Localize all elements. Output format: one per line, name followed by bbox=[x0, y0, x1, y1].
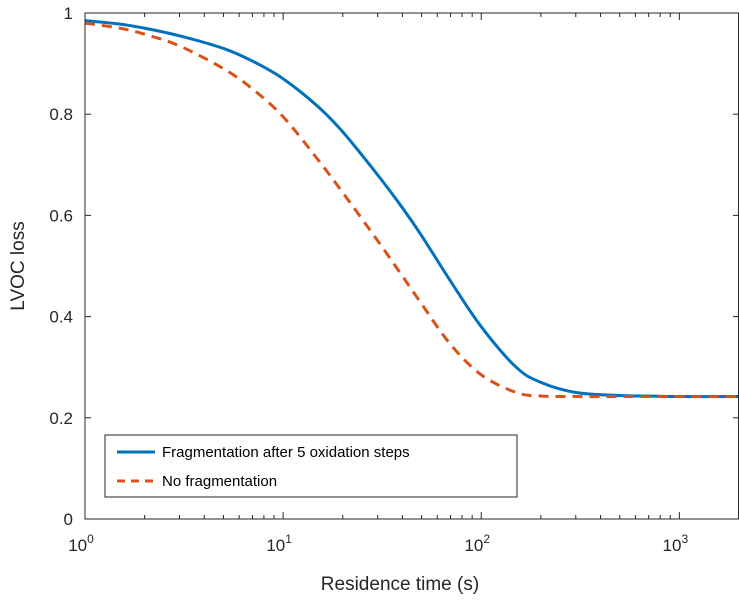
legend: Fragmentation after 5 oxidation steps No… bbox=[105, 435, 517, 497]
y-tick-label-0: 0 bbox=[64, 510, 73, 529]
y-tick-label-4: 0.8 bbox=[49, 105, 73, 124]
legend-label-no-fragmentation: No fragmentation bbox=[162, 473, 277, 490]
series-line-0 bbox=[85, 21, 739, 397]
x-tick-label-3: 103 bbox=[663, 532, 689, 555]
x-tick-label-0: 100 bbox=[68, 532, 94, 555]
x-tick-label-1: 101 bbox=[266, 532, 292, 555]
y-tick-label-5: 1 bbox=[64, 4, 73, 23]
x-axis-label: Residence time (s) bbox=[321, 574, 479, 595]
y-tick-label-2: 0.4 bbox=[49, 308, 73, 327]
series-layer bbox=[85, 21, 739, 397]
y-tick-label-3: 0.6 bbox=[49, 206, 73, 225]
legend-label-fragmentation: Fragmentation after 5 oxidation steps bbox=[162, 444, 410, 461]
series-line-1 bbox=[85, 23, 739, 396]
y-tick-label-1: 0.2 bbox=[49, 409, 73, 428]
x-tick-label-2: 102 bbox=[464, 532, 490, 555]
y-axis-label: LVOC loss bbox=[8, 221, 29, 310]
